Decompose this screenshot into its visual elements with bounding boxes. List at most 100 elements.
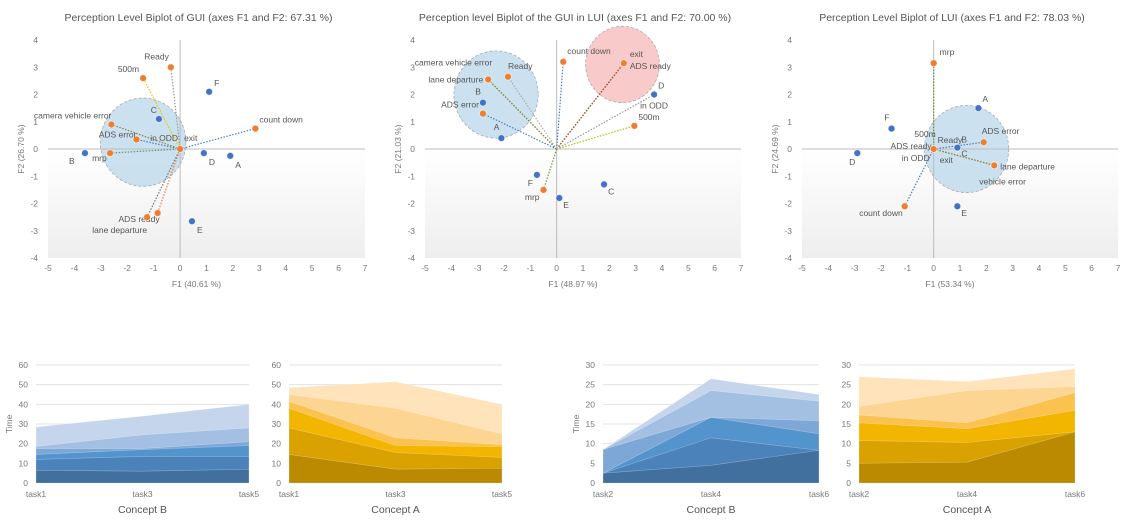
- y-tick-label: -1: [30, 171, 38, 181]
- y-tick-label: 0: [276, 478, 281, 488]
- observation-point: [853, 149, 862, 157]
- x-tick-label: 7: [739, 263, 744, 273]
- x-tick-label: 1: [581, 263, 586, 273]
- variable-vector: [556, 93, 655, 150]
- variable-point: [107, 120, 116, 129]
- x-tick-label: task4: [701, 489, 722, 499]
- variable-vector: [136, 138, 181, 150]
- y-tick-label: 1: [410, 117, 415, 127]
- variable-vector: [933, 148, 995, 166]
- x-tick-label: task5: [492, 489, 513, 499]
- variable-label: lane departure: [1000, 161, 1055, 171]
- x-tick-label: task3: [385, 489, 406, 499]
- variable-point: [929, 59, 938, 67]
- y-tick-label: 30: [842, 360, 852, 370]
- y-tick-label: 20: [272, 439, 282, 449]
- observation-point: [974, 104, 983, 112]
- observation-label: C: [151, 105, 157, 115]
- observation-label: D: [658, 81, 664, 91]
- x-tick-label: 6: [1089, 263, 1094, 273]
- x-tick-label: -1: [527, 263, 535, 273]
- area-series-1: [858, 431, 1076, 484]
- y-axis-label: F2 (21.03 %): [393, 124, 403, 173]
- x-axis-label: Concept B: [118, 504, 167, 516]
- y-tick-label: -1: [784, 171, 792, 181]
- variable-point: [929, 145, 938, 153]
- y-tick-label: 40: [272, 399, 282, 409]
- x-tick-label: 7: [1116, 263, 1121, 273]
- variable-vector: [146, 148, 181, 218]
- y-tick-label: 50: [19, 380, 29, 390]
- x-tick-label: 5: [310, 263, 315, 273]
- variable-label: 500m: [118, 64, 139, 74]
- variable-label: count down: [859, 208, 903, 218]
- observation-label: C: [961, 149, 967, 159]
- area-chart-2: 0 10 20 30 40 50 60 task1 task3 task5 Concept A: [272, 360, 513, 516]
- biplot-1: Perception Level Biplot of GUI (axes F1 …: [16, 12, 368, 289]
- variable-vector: [142, 77, 181, 150]
- x-tick-label: 0: [931, 263, 936, 273]
- x-tick-label: 3: [1010, 263, 1015, 273]
- observation-label: A: [235, 160, 241, 170]
- variable-vector: [556, 61, 564, 150]
- observation-label: E: [961, 208, 967, 218]
- observation-label: D: [209, 157, 215, 167]
- variable-vector: [487, 79, 558, 150]
- x-tick-label: task4: [957, 489, 978, 499]
- cluster-circle: [453, 50, 539, 139]
- y-tick-label: 3: [33, 62, 38, 72]
- y-tick-label: -3: [30, 226, 38, 236]
- y-tick-label: 2: [410, 90, 415, 100]
- variable-point: [990, 161, 999, 170]
- variable-point: [167, 63, 175, 72]
- x-tick-label: task6: [1065, 489, 1086, 499]
- variable-point: [132, 135, 141, 144]
- variable-label: ADS error: [99, 129, 137, 139]
- y-tick-label: 10: [272, 458, 282, 468]
- x-axis-label: Concept A: [943, 504, 991, 516]
- x-tick-label: -1: [150, 263, 158, 273]
- variable-vector: [110, 148, 181, 154]
- observation-label: A: [494, 122, 500, 132]
- x-tick-label: 6: [712, 263, 717, 273]
- variable-label: exit: [940, 155, 954, 165]
- y-tick-label: 15: [842, 419, 852, 429]
- observation-point: [155, 115, 163, 123]
- chart-title: Perception level Biplot of the GUI in LU…: [419, 12, 731, 24]
- observation-label: E: [197, 225, 203, 235]
- x-tick-label: -2: [500, 263, 508, 273]
- x-tick-label: 4: [283, 263, 288, 273]
- observation-point: [81, 149, 89, 157]
- y-axis-label: F2 (26.70 %): [16, 124, 26, 173]
- y-axis-label: Time: [4, 414, 14, 433]
- x-tick-label: 1: [958, 263, 963, 273]
- x-tick-label: 2: [607, 263, 612, 273]
- variable-label: 500m: [638, 112, 659, 122]
- x-tick-label: -5: [421, 263, 429, 273]
- observation-label: E: [563, 200, 569, 210]
- y-tick-label: -4: [30, 253, 38, 263]
- observation-point: [200, 149, 208, 157]
- variable-vector: [111, 123, 181, 150]
- x-tick-label: task2: [593, 489, 614, 499]
- y-tick-label: 10: [842, 439, 852, 449]
- x-tick-label: 6: [336, 263, 341, 273]
- y-tick-label: -2: [30, 199, 38, 209]
- x-tick-label: 5: [1063, 263, 1068, 273]
- x-tick-label: 7: [363, 263, 368, 273]
- observation-label: F: [214, 78, 219, 88]
- variable-label: vehicle error: [979, 176, 1026, 186]
- variable-label: mrp: [92, 153, 107, 163]
- y-tick-label: 30: [272, 419, 282, 429]
- x-tick-label: -2: [877, 263, 885, 273]
- variable-vector: [542, 148, 558, 191]
- observation-label: D: [849, 157, 855, 167]
- variable-label: in ODD: [150, 133, 178, 143]
- y-tick-label: 20: [842, 399, 852, 409]
- x-tick-label: 2: [984, 263, 989, 273]
- observation-label: C: [608, 186, 614, 196]
- y-tick-label: 1: [33, 117, 38, 127]
- observation-point: [226, 152, 235, 160]
- variable-label: ADS ready: [119, 214, 161, 224]
- observation-label: F: [528, 178, 533, 188]
